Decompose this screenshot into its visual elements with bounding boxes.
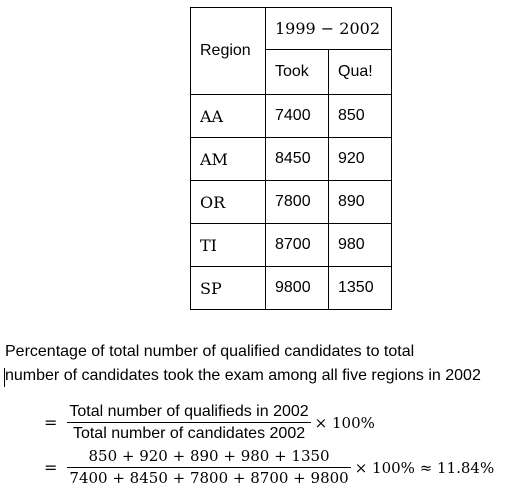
- cell-qua: 1350: [328, 266, 392, 310]
- cell-took: 7400: [265, 94, 329, 138]
- cell-region: AM: [190, 137, 266, 181]
- text-cursor: [4, 368, 5, 387]
- fraction-bar: [67, 422, 311, 423]
- equals-sign: =: [44, 458, 58, 477]
- cell-qua: 920: [328, 137, 392, 181]
- cell-took: 9800: [265, 266, 329, 310]
- result: × 100% ≈ 11.84%: [354, 458, 495, 477]
- header-region: Region: [190, 7, 266, 95]
- fraction-denominator: 7400 + 8450 + 7800 + 8700 + 9800: [69, 469, 349, 487]
- cell-took: 7800: [265, 180, 329, 224]
- header-qua: Qua!: [328, 49, 392, 95]
- fraction-numerator: Total number of qualifieds in 2002: [69, 403, 309, 420]
- header-took: Took: [265, 49, 329, 95]
- cell-region: OR: [190, 180, 266, 224]
- table-row: AA 7400 850: [190, 94, 392, 138]
- cell-region: AA: [190, 94, 266, 138]
- fraction: 850 + 920 + 890 + 980 + 1350 7400 + 8450…: [67, 447, 351, 488]
- table-row: TI 8700 980: [190, 223, 392, 267]
- header-period: 1999 − 2002: [265, 7, 392, 50]
- fraction-denominator: Total number of candidates 2002: [72, 425, 306, 442]
- fraction: Total number of qualifieds in 2002 Total…: [67, 402, 311, 443]
- cell-qua: 850: [328, 94, 392, 138]
- table-row: SP 9800 1350: [190, 266, 392, 310]
- cell-region: TI: [190, 223, 266, 267]
- equals-sign: =: [44, 413, 58, 432]
- cell-qua: 980: [328, 223, 392, 267]
- paragraph-line-2: number of candidates took the exam among…: [5, 367, 481, 384]
- cell-took: 8700: [265, 223, 329, 267]
- equation-1: = Total number of qualifieds in 2002 Tot…: [44, 402, 375, 443]
- paragraph-line-1: Percentage of total number of qualified …: [5, 343, 415, 360]
- equation-2: = 850 + 920 + 890 + 980 + 1350 7400 + 84…: [44, 447, 494, 488]
- cell-qua: 890: [328, 180, 392, 224]
- multiplier: × 100%: [314, 413, 375, 432]
- table-row: OR 7800 890: [190, 180, 392, 224]
- cell-region: SP: [190, 266, 266, 310]
- regions-table: Region 1999 − 2002 Took Qua! AA 7400 850…: [190, 7, 392, 310]
- table-row: AM 8450 920: [190, 137, 392, 181]
- fraction-bar: [67, 467, 351, 468]
- fraction-numerator: 850 + 920 + 890 + 980 + 1350: [88, 447, 330, 465]
- cell-took: 8450: [265, 137, 329, 181]
